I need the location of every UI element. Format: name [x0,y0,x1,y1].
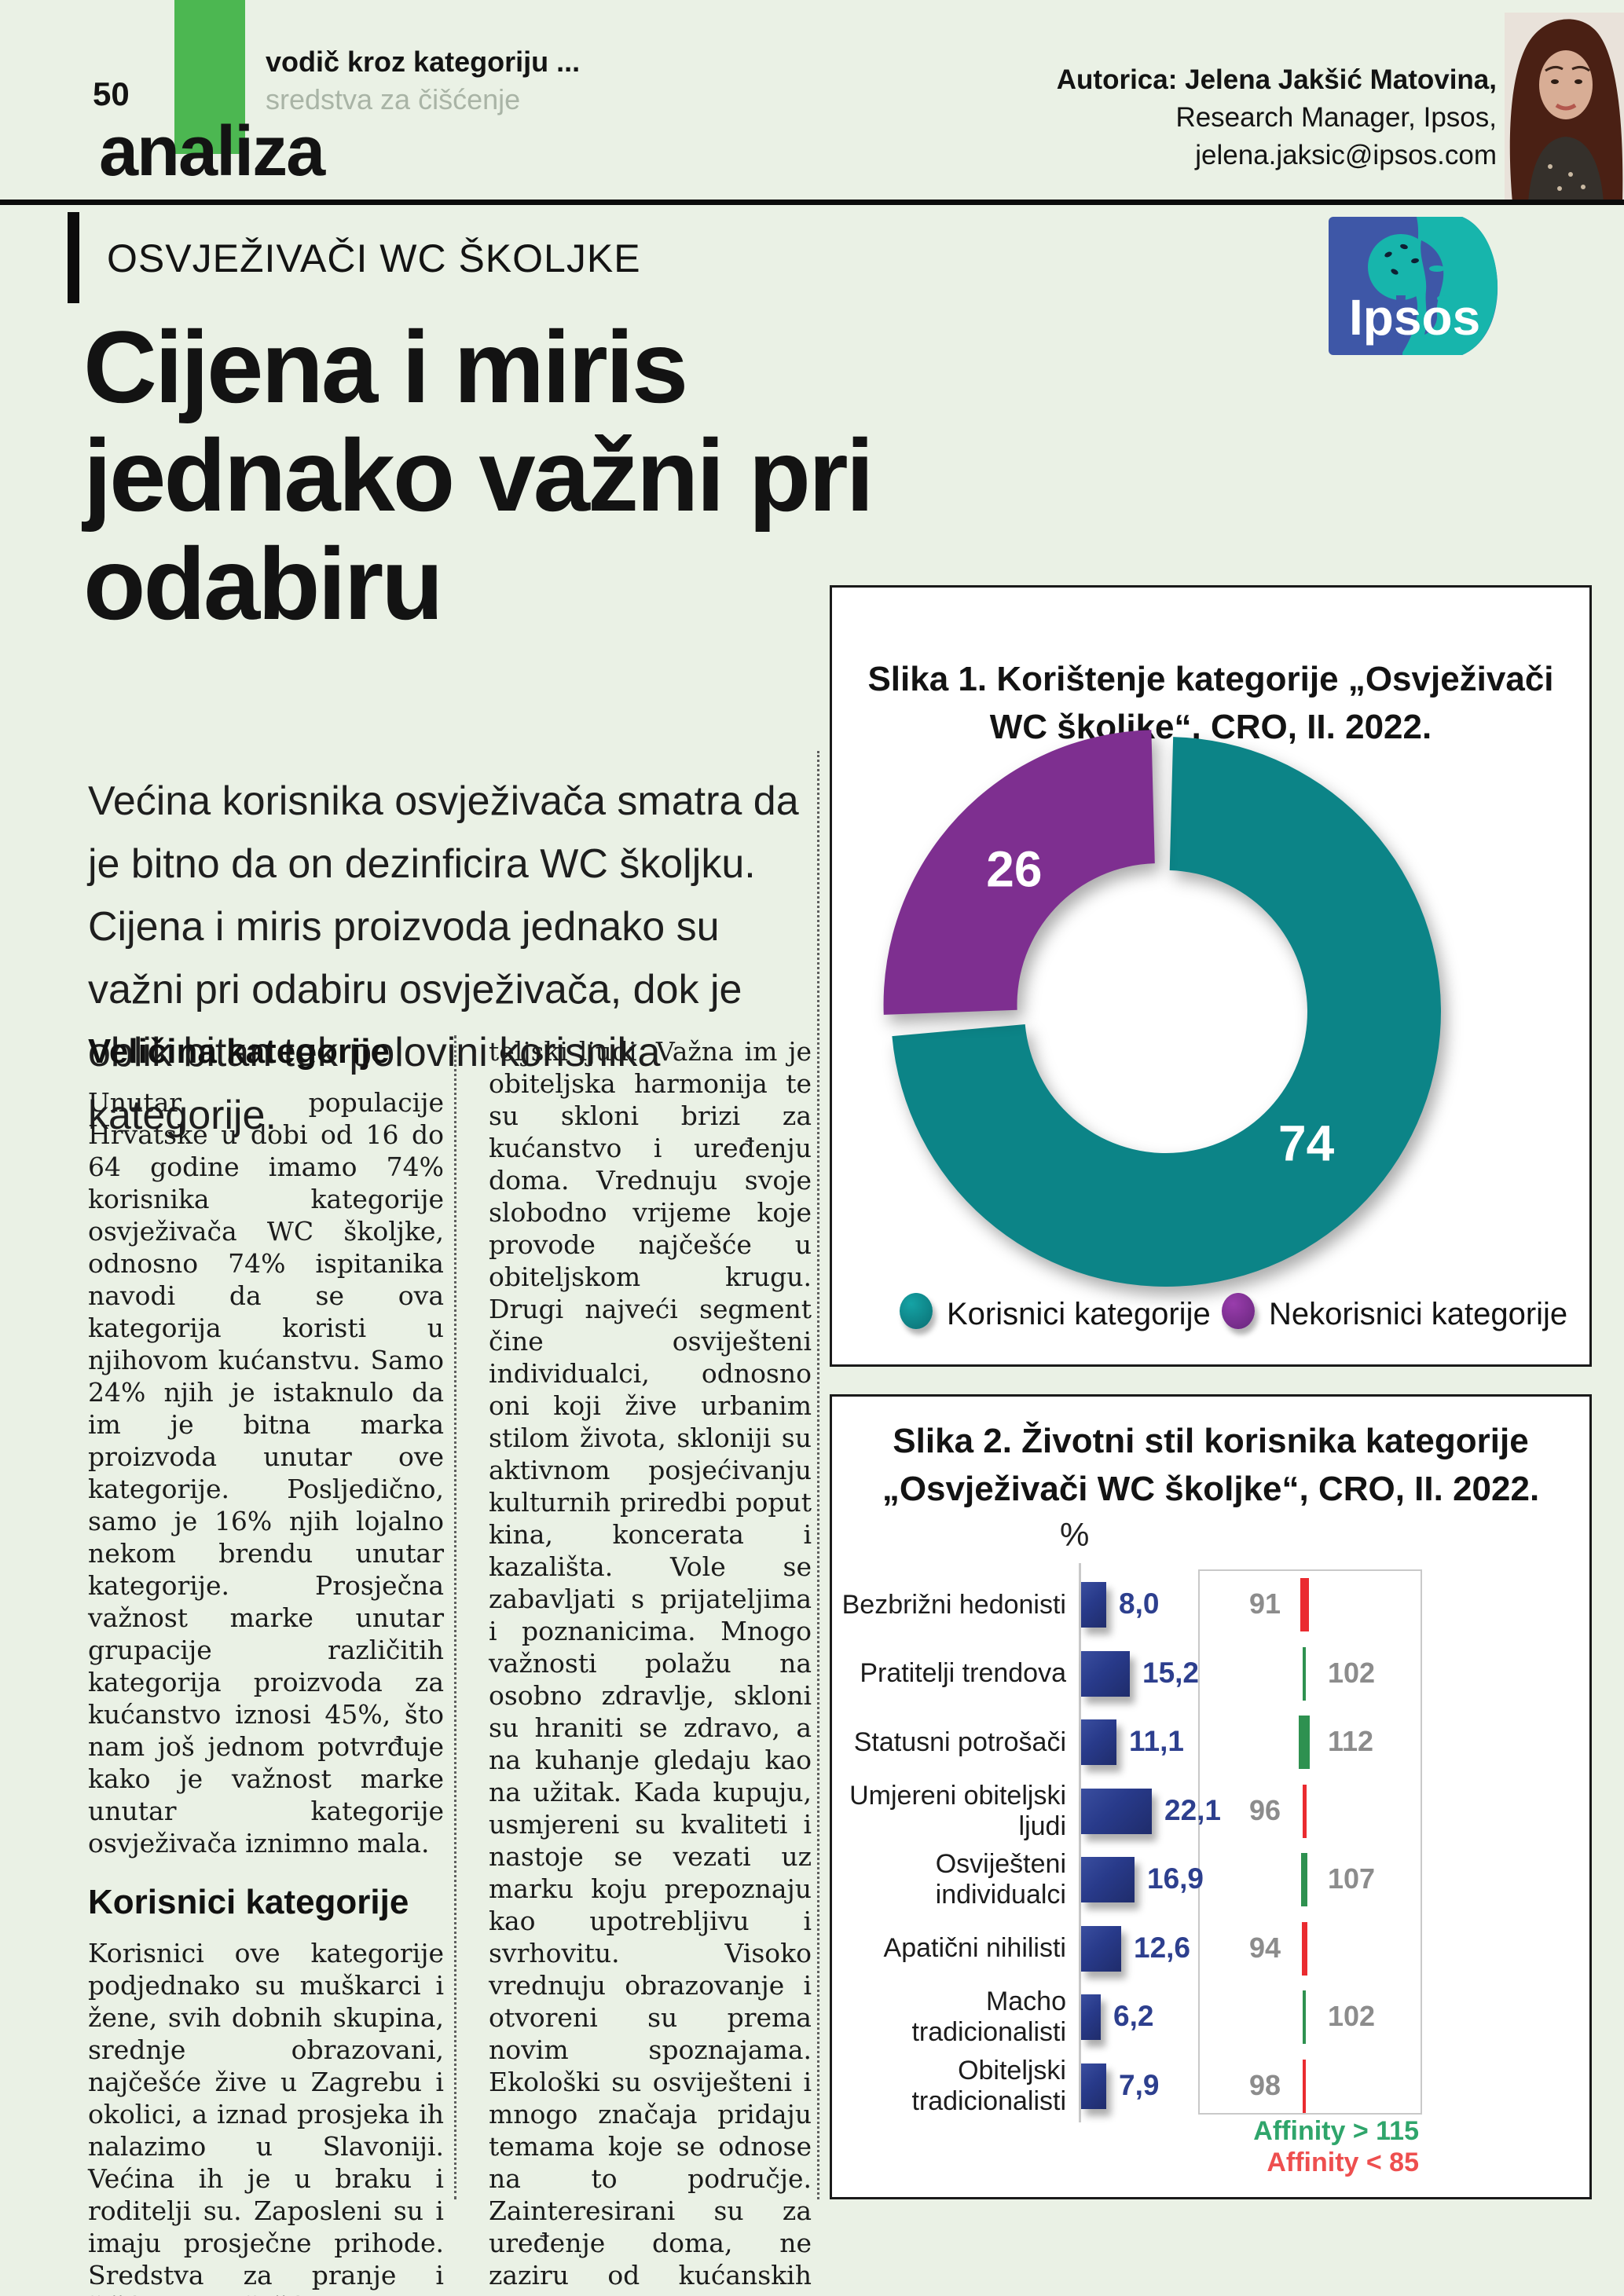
author-email[interactable]: jelena.jaksic@ipsos.com [1195,140,1497,170]
legend-dot-korisnici [900,1293,933,1329]
figure-1-title: Slika 1. Korištenje kategorije „Osvježiv… [867,660,1554,746]
lead-paragraph: Većina korisnika osvježivača smatra da j… [88,778,799,1138]
bar-value: 16,9 [1147,1862,1204,1895]
figure-2-axis [1079,1563,1081,2122]
affinity-value: 91 [1248,1587,1281,1620]
bar-value: 15,2 [1142,1656,1200,1689]
bar-category-label: Apatični nihilisti [883,1933,1066,1963]
figure-1-panel: Slika 1. Korištenje kategorije „Osvježiv… [830,585,1592,1367]
affinity-bar [1299,1716,1310,1769]
affinity-value: 94 [1248,1931,1281,1964]
affinity-value: 107 [1328,1862,1376,1895]
bar [1081,1719,1116,1765]
tagline: OSVJEŽIVAČI WC ŠKOLJKE [107,236,641,280]
article-paragraph: teljski ljudi. Važna im je obiteljska ha… [489,1036,812,2296]
category-color-block [174,0,245,154]
ipsos-logo-text: Ipsos [1349,289,1480,346]
kicker-title: vodič kroz kategoriju ... [266,46,581,78]
author-name: Autorica: Jelena Jakšić Matovina, [1056,64,1497,95]
bar-value: 12,6 [1134,1931,1191,1964]
figure-2-title: Slika 2. Životni stil korisnika kategori… [882,1422,1540,1508]
bar [1081,2063,1106,2109]
author-block: Autorica: Jelena Jakšić Matovina, Resear… [1057,61,1497,174]
article-heading: Veličina kategorije [88,1032,390,1071]
bar-category-label: Macho tradicionalisti [911,1987,1066,2047]
bar-category-label: Bezbrižni hedonisti [841,1589,1066,1620]
bar-category-label: Osviješteni individualci [935,1849,1066,1910]
column-separator-left [454,1035,456,2199]
article-column-left: Veličina kategorije Unutar populacije Hrv… [88,1032,444,2296]
legend-label-nekorisnici: Nekorisnici kategorije [1269,1297,1568,1331]
author-role: Research Manager, Ipsos, [1175,102,1497,133]
bar [1081,1925,1121,1972]
affinity-box [1198,1569,1422,2115]
article-paragraph: Korisnici ove kategorije podjednako su m… [88,1938,444,2296]
affinity-legend-low: Affinity < 85 [1267,2148,1419,2177]
bar [1081,1788,1152,1834]
legend-label-korisnici: Korisnici kategorije [947,1297,1211,1331]
bar-category-label: Umjereni obiteljski ljudi [849,1780,1066,1841]
tagline-marker [68,212,79,303]
affinity-value: 96 [1248,1793,1281,1826]
affinity-value: 102 [1328,1656,1376,1689]
article-paragraph: Unutar populacije Hrvatske u dobi od 16 … [88,1087,444,1858]
article-column-middle: teljski ljudi. Važna im je obiteljska ha… [489,1035,812,2296]
bar [1081,1582,1106,1628]
bar [1081,1650,1130,1697]
author-photo [1505,13,1624,203]
affinity-bar [1303,1990,1306,2044]
affinity-value: 102 [1328,2000,1376,2032]
affinity-bar [1302,1784,1307,1838]
page-number: 50 [93,75,130,112]
section-label: analiza [99,112,325,191]
kicker-subtitle: sredstva za čišćenje [266,83,521,115]
donut-slice-nekorisnici [883,730,1155,1015]
bar [1081,1994,1101,2040]
affinity-bar [1301,1921,1307,1976]
affinity-bar [1303,2059,1306,2113]
legend-dot-nekorisnici [1222,1293,1255,1329]
column-separator-right [817,751,819,2199]
bar-value: 11,1 [1129,1725,1184,1757]
figure-2-unit-label: % [1060,1516,1090,1553]
bar-value: 7,9 [1119,2068,1160,2101]
ipsos-logo: Ipsos [1329,217,1498,355]
figure-1-legend: Korisnici kategorije Nekorisnici kategor… [832,1293,1589,1340]
affinity-bar [1303,1646,1306,1701]
donut-value-label: 26 [986,841,1042,898]
headline: Cijena i miris jednako važni pri odabiru [83,309,874,641]
figure-2-panel: Slika 2. Životni stil korisnika kategori… [830,1394,1592,2199]
figure-1-donut-chart: 74 26 [883,730,1441,1287]
bar-value: 6,2 [1113,2000,1154,2032]
bar [1081,1857,1135,1902]
affinity-bar [1301,1853,1307,1906]
article-heading: Korisnici kategorije [88,1883,409,1921]
bar-category-label: Pratitelji trendova [860,1658,1066,1688]
donut-value-label: 74 [1278,1115,1335,1172]
bar-category-label: Statusni potrošači [853,1727,1066,1757]
affinity-legend-high: Affinity > 115 [1253,2116,1419,2146]
affinity-value: 112 [1328,1725,1374,1757]
header-rule [0,200,1624,205]
bar-value: 22,1 [1164,1793,1222,1826]
affinity-value: 98 [1248,2068,1281,2101]
donut-slice-korisnici [892,737,1441,1287]
bar-value: 8,0 [1119,1587,1160,1620]
affinity-bar [1300,1578,1309,1631]
bar-category-label: Obiteljski tradicionalisti [911,2055,1066,2116]
